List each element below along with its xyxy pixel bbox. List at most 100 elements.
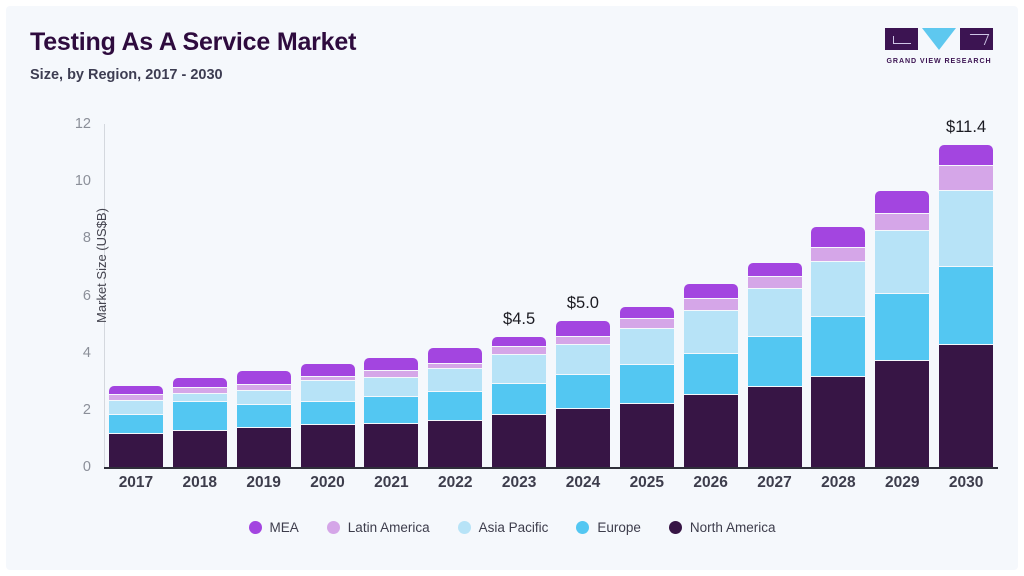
bar-segment[interactable] xyxy=(619,306,674,319)
bar-segment[interactable] xyxy=(428,419,483,467)
stacked-bar[interactable] xyxy=(236,371,291,467)
bar-segment[interactable] xyxy=(619,364,674,403)
bar-segment[interactable] xyxy=(172,378,227,387)
bar-segment[interactable] xyxy=(875,359,930,467)
bar-segment[interactable] xyxy=(108,385,163,395)
bar-segment[interactable] xyxy=(108,432,163,467)
bar-segment[interactable] xyxy=(364,369,419,377)
bar-segment[interactable] xyxy=(683,394,738,467)
stacked-bar[interactable] xyxy=(364,358,419,467)
stacked-bar[interactable] xyxy=(108,385,163,467)
stacked-bar[interactable] xyxy=(683,284,738,467)
bar-segment[interactable] xyxy=(108,414,163,433)
bar-segment[interactable] xyxy=(811,261,866,316)
bar-segment[interactable] xyxy=(555,374,610,409)
bar-segment[interactable] xyxy=(747,288,802,336)
bar-segment[interactable] xyxy=(747,275,802,289)
bar-segment[interactable] xyxy=(811,226,866,247)
bar-segment[interactable] xyxy=(236,384,291,390)
logo-marks xyxy=(885,28,993,52)
bar-segment[interactable] xyxy=(172,387,227,393)
bar-segment[interactable] xyxy=(555,408,610,467)
bar-segment[interactable] xyxy=(300,424,355,467)
legend-swatch-icon xyxy=(326,521,340,534)
bar-segment[interactable] xyxy=(236,389,291,405)
bar-slot: $4.5 xyxy=(487,118,551,467)
bar-segment[interactable] xyxy=(492,345,547,355)
bar-segment[interactable] xyxy=(492,382,547,415)
bar-segment[interactable] xyxy=(492,354,547,383)
legend-swatch-icon xyxy=(248,521,262,534)
bar-segment[interactable] xyxy=(428,348,483,363)
bar-segment[interactable] xyxy=(236,404,291,427)
bar-segment[interactable] xyxy=(683,309,738,353)
bar-segment[interactable] xyxy=(172,392,227,402)
bar-segment[interactable] xyxy=(683,352,738,395)
bar-segment[interactable] xyxy=(364,422,419,467)
stacked-bar[interactable] xyxy=(811,226,866,467)
bar-segment[interactable] xyxy=(939,189,994,266)
bar-segment[interactable] xyxy=(939,145,994,166)
bar-segment[interactable] xyxy=(492,336,547,346)
bar-segment[interactable] xyxy=(236,426,291,467)
bar-segment[interactable] xyxy=(172,429,227,467)
bar-segment[interactable] xyxy=(619,328,674,365)
logo-r-block-icon xyxy=(960,28,993,50)
stacked-bar[interactable] xyxy=(875,191,930,467)
legend-item[interactable]: Europe xyxy=(576,520,641,535)
bar-segment[interactable] xyxy=(683,284,738,299)
bar-segment[interactable] xyxy=(300,364,355,376)
legend-label: Asia Pacific xyxy=(478,520,549,535)
stacked-bar[interactable] xyxy=(939,145,994,467)
bar-segment[interactable] xyxy=(172,401,227,430)
bar-segment[interactable] xyxy=(236,371,291,385)
bar-segment[interactable] xyxy=(747,335,802,386)
bar-slot: $11.4 xyxy=(934,118,998,467)
bar-segment[interactable] xyxy=(428,391,483,420)
bar-segment[interactable] xyxy=(555,321,610,336)
stacked-bar[interactable] xyxy=(492,336,547,467)
bar-segment[interactable] xyxy=(939,344,994,467)
logo-wordmark: GRAND VIEW RESEARCH xyxy=(886,57,992,65)
bar-segment[interactable] xyxy=(875,212,930,230)
bar-segment[interactable] xyxy=(619,318,674,329)
bar-segment[interactable] xyxy=(428,362,483,369)
bar-segment[interactable] xyxy=(811,315,866,376)
bar-segment[interactable] xyxy=(747,262,802,276)
bar-segment[interactable] xyxy=(492,414,547,467)
bar-segment[interactable] xyxy=(683,298,738,310)
bar-segment[interactable] xyxy=(555,344,610,375)
bar-segment[interactable] xyxy=(300,401,355,425)
legend-item[interactable]: North America xyxy=(668,520,775,535)
bar-segment[interactable] xyxy=(811,375,866,467)
bar-segment[interactable] xyxy=(747,385,802,467)
bar-slot xyxy=(806,118,870,467)
stacked-bar[interactable] xyxy=(428,348,483,467)
bar-segment[interactable] xyxy=(555,335,610,345)
legend-item[interactable]: Latin America xyxy=(326,520,430,535)
bar-segment[interactable] xyxy=(939,165,994,190)
bar-segment[interactable] xyxy=(300,375,355,380)
stacked-bar[interactable] xyxy=(747,262,802,467)
bar-segment[interactable] xyxy=(364,376,419,396)
bar-segment[interactable] xyxy=(108,399,163,415)
stacked-bar[interactable] xyxy=(555,321,610,467)
bar-segment[interactable] xyxy=(428,368,483,392)
bar-segment[interactable] xyxy=(364,395,419,423)
bar-segment[interactable] xyxy=(875,229,930,293)
bar-segment[interactable] xyxy=(939,265,994,345)
bar-slot xyxy=(679,118,743,467)
stacked-bar[interactable] xyxy=(172,378,227,467)
bar-segment[interactable] xyxy=(875,191,930,213)
bar-segment[interactable] xyxy=(364,358,419,370)
bar-segment[interactable] xyxy=(619,402,674,467)
bar-segment[interactable] xyxy=(875,292,930,360)
bar-segment[interactable] xyxy=(300,379,355,402)
bar-segment[interactable] xyxy=(108,394,163,400)
legend-item[interactable]: MEA xyxy=(248,520,299,535)
stacked-bar[interactable] xyxy=(300,364,355,467)
y-tick-label: 0 xyxy=(82,459,91,475)
bar-segment[interactable] xyxy=(811,246,866,262)
stacked-bar[interactable] xyxy=(619,306,674,467)
legend-item[interactable]: Asia Pacific xyxy=(457,520,549,535)
